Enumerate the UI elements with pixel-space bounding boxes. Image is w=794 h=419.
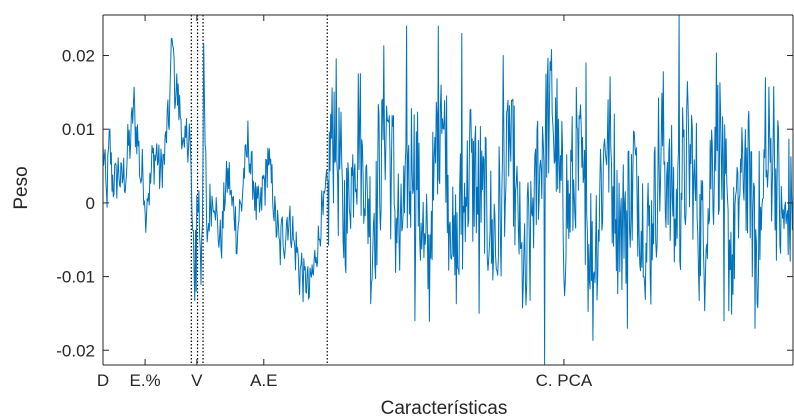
data-series bbox=[102, 14, 794, 366]
y-tick-label: -0.01 bbox=[56, 268, 95, 287]
group-separators bbox=[190, 15, 328, 365]
x-axis-title: Características bbox=[381, 398, 508, 419]
x-group-label: A.E bbox=[250, 371, 277, 390]
x-group-label: V bbox=[191, 371, 203, 390]
y-axis-title: Peso bbox=[11, 166, 32, 209]
x-group-label: E.% bbox=[129, 371, 160, 390]
y-tick-label: 0 bbox=[86, 194, 95, 213]
series-line bbox=[102, 14, 794, 366]
x-group-label: C. PCA bbox=[536, 371, 593, 390]
y-tick-label: 0.01 bbox=[62, 120, 95, 139]
y-tick-label: -0.02 bbox=[56, 341, 95, 360]
x-axis-group-labels: D E.% V A.E C. PCA bbox=[97, 15, 593, 390]
y-tick-label: 0.02 bbox=[62, 47, 95, 66]
y-axis-ticks: -0.02 -0.01 0 0.01 0.02 bbox=[56, 47, 793, 360]
x-group-label: D bbox=[97, 371, 109, 390]
axes bbox=[102, 14, 794, 366]
